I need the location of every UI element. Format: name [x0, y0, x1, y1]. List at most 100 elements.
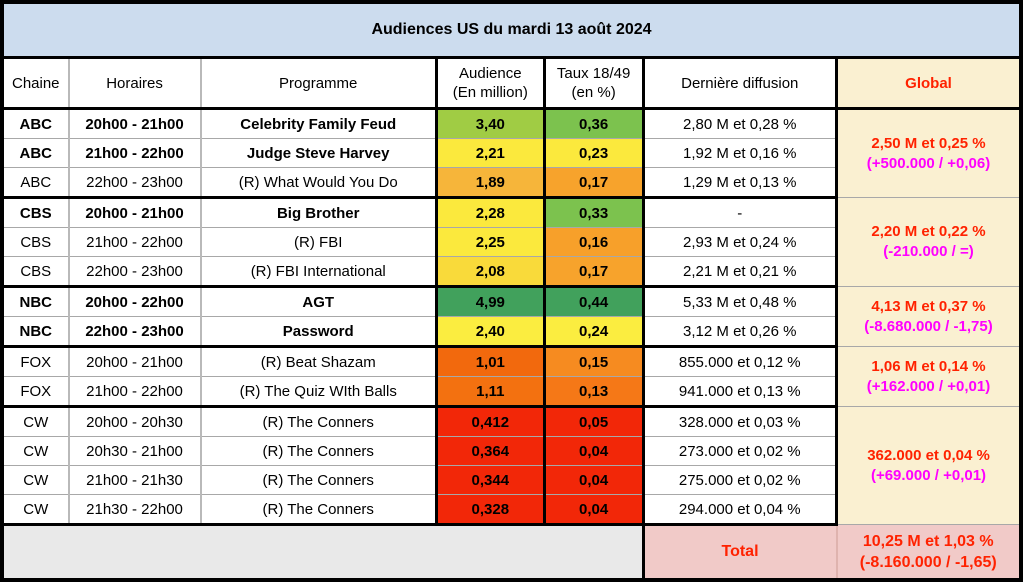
program-cell: (R) FBI [200, 227, 438, 257]
time-cell: 21h00 - 21h30 [68, 465, 202, 495]
time-cell: 21h00 - 22h00 [68, 227, 202, 257]
program-cell: AGT [200, 286, 438, 317]
channel-cell: CBS [2, 197, 70, 228]
program-cell: (R) The Conners [200, 406, 438, 437]
audience-cell: 0,328 [436, 494, 546, 526]
time-cell: 22h00 - 23h00 [68, 256, 202, 288]
col-header-audience-line1: Audience [459, 65, 522, 82]
global-cell-nbc: 4,13 M et 0,37 % (-8.680.000 / -1,75) [836, 286, 1021, 347]
program-cell: Judge Steve Harvey [200, 138, 438, 168]
rating-cell: 0,04 [544, 494, 645, 526]
time-cell: 22h00 - 23h00 [68, 167, 202, 199]
table-row-cbs-2: CBS 21h00 - 22h00 (R) FBI 2,25 0,16 2,93… [2, 227, 1021, 257]
header-row: Chaine Horaires Programme Audience (En mi… [2, 57, 1021, 110]
channel-cell: ABC [2, 138, 70, 168]
total-label: Total [643, 524, 838, 580]
total-delta: (-8.160.000 / -1,65) [859, 553, 997, 571]
col-header-taux-line1: Taux 18/49 [556, 65, 631, 82]
time-cell: 21h00 - 22h00 [68, 138, 202, 168]
global-cell-cw: 362.000 et 0,04 % (+69.000 / +0,01) [836, 406, 1021, 525]
rating-cell: 0,17 [544, 167, 645, 199]
audience-cell: 1,11 [436, 376, 546, 408]
table-row-cw-3: CW 21h00 - 21h30 (R) The Conners 0,344 0… [2, 465, 1021, 495]
last-broadcast-cell: 2,21 M et 0,21 % [643, 256, 839, 288]
global-value: 4,13 M et 0,37 % [871, 297, 986, 315]
audience-cell: 2,28 [436, 197, 546, 228]
table-row-nbc-2: NBC 22h00 - 23h00 Password 2,40 0,24 3,1… [2, 316, 1021, 348]
table-row-cbs-3: CBS 22h00 - 23h00 (R) FBI International … [2, 256, 1021, 288]
program-cell: (R) FBI International [200, 256, 438, 288]
global-value: 2,50 M et 0,25 % [871, 134, 986, 152]
table-row-nbc-1: NBC 20h00 - 22h00 AGT 4,99 0,44 5,33 M e… [2, 286, 1021, 347]
table-row-abc-2: ABC 21h00 - 22h00 Judge Steve Harvey 2,2… [2, 138, 1021, 168]
global-cell-cbs: 2,20 M et 0,22 % (-210.000 / =) [836, 197, 1021, 287]
last-broadcast-cell: 328.000 et 0,03 % [643, 406, 839, 437]
col-header-global: Global [836, 57, 1021, 110]
last-broadcast-cell: 855.000 et 0,12 % [643, 346, 839, 377]
audience-cell: 2,40 [436, 316, 546, 348]
page-title: Audiences US du mardi 13 août 2024 [2, 2, 1021, 59]
col-header-audience: Audience (En million) [436, 57, 546, 110]
total-value: 10,25 M et 1,03 % [862, 532, 994, 550]
col-header-derniere-diffusion: Dernière diffusion [643, 57, 839, 110]
last-broadcast-cell: 294.000 et 0,04 % [643, 494, 839, 526]
audience-cell: 2,25 [436, 227, 546, 257]
audience-cell: 2,21 [436, 138, 546, 168]
rating-cell: 0,24 [544, 316, 645, 348]
channel-cell: CW [2, 436, 70, 466]
global-cell-fox: 1,06 M et 0,14 % (+162.000 / +0,01) [836, 346, 1021, 407]
col-header-horaires: Horaires [68, 57, 202, 110]
audience-cell: 1,89 [436, 167, 546, 199]
col-header-programme: Programme [200, 57, 438, 110]
global-cell-abc: 2,50 M et 0,25 % (+500.000 / +0,06) [836, 108, 1021, 198]
global-delta: (-8.680.000 / -1,75) [864, 317, 993, 335]
last-broadcast-cell: - [643, 197, 839, 228]
program-cell: (R) The Quiz WIth Balls [200, 376, 438, 408]
global-value: 2,20 M et 0,22 % [871, 223, 986, 240]
time-cell: 20h00 - 21h00 [68, 108, 202, 139]
last-broadcast-cell: 3,12 M et 0,26 % [643, 316, 839, 348]
rating-cell: 0,04 [544, 436, 645, 466]
footer-empty-cell [2, 524, 645, 580]
program-cell: (R) The Conners [200, 436, 438, 466]
last-broadcast-cell: 941.000 et 0,13 % [643, 376, 839, 408]
rating-cell: 0,44 [544, 286, 645, 317]
audience-cell: 0,344 [436, 465, 546, 495]
col-header-audience-line2: (En million) [452, 84, 528, 101]
global-delta: (+69.000 / +0,01) [870, 466, 987, 484]
channel-cell: ABC [2, 108, 70, 139]
time-cell: 20h00 - 21h00 [68, 346, 202, 377]
last-broadcast-cell: 2,93 M et 0,24 % [643, 227, 839, 257]
global-delta: (+500.000 / +0,06) [866, 154, 991, 172]
time-cell: 22h00 - 23h00 [68, 316, 202, 348]
rating-cell: 0,13 [544, 376, 645, 408]
total-row: Total 10,25 M et 1,03 % (-8.160.000 / -1,… [2, 524, 1021, 580]
last-broadcast-cell: 275.000 et 0,02 % [643, 465, 839, 495]
table-row-abc-1: ABC 20h00 - 21h00 Celebrity Family Feud … [2, 108, 1021, 198]
title-row: Audiences US du mardi 13 août 2024 [2, 2, 1021, 59]
table-row-cbs-1: CBS 20h00 - 21h00 Big Brother 2,28 0,33 … [2, 197, 1021, 287]
last-broadcast-cell: 1,92 M et 0,16 % [643, 138, 839, 168]
program-cell: Password [200, 316, 438, 348]
last-broadcast-cell: 5,33 M et 0,48 % [643, 286, 839, 317]
table-row-fox-2: FOX 21h00 - 22h00 (R) The Quiz WIth Ball… [2, 376, 1021, 408]
program-cell: (R) The Conners [200, 465, 438, 495]
global-delta: (+162.000 / +0,01) [866, 377, 991, 395]
audience-cell: 1,01 [436, 346, 546, 377]
last-broadcast-cell: 273.000 et 0,02 % [643, 436, 839, 466]
total-global-cell: 10,25 M et 1,03 % (-8.160.000 / -1,65) [836, 524, 1021, 580]
last-broadcast-cell: 1,29 M et 0,13 % [643, 167, 839, 199]
channel-cell: ABC [2, 167, 70, 199]
program-cell: (R) Beat Shazam [200, 346, 438, 377]
col-header-chaine: Chaine [2, 57, 70, 110]
global-delta: (-210.000 / =) [883, 243, 974, 260]
channel-cell: CBS [2, 227, 70, 257]
time-cell: 20h00 - 21h00 [68, 197, 202, 228]
col-header-taux-line2: (en %) [571, 84, 616, 101]
channel-cell: FOX [2, 346, 70, 377]
audience-cell: 2,08 [436, 256, 546, 288]
rating-cell: 0,15 [544, 346, 645, 377]
rating-cell: 0,23 [544, 138, 645, 168]
channel-cell: CBS [2, 256, 70, 288]
